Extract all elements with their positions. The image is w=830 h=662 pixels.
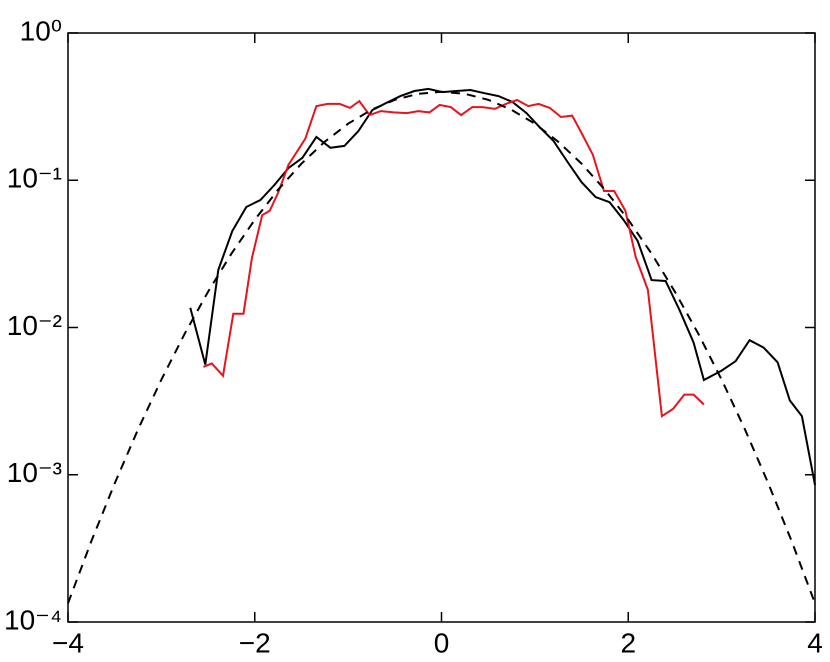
x-tick-label: −4	[52, 627, 84, 658]
y-tick-label: 10⁻³	[7, 457, 62, 488]
x-tick-label: 0	[434, 627, 450, 658]
series-line	[67, 90, 816, 604]
y-tick-label: 10⁻¹	[7, 163, 62, 194]
y-tick-label: 10⁻⁴	[4, 604, 62, 635]
series-line	[203, 98, 705, 418]
x-tick-label: 2	[620, 627, 636, 658]
plot-frame	[67, 32, 816, 623]
series-line	[189, 87, 816, 486]
x-tick-label: 4	[807, 627, 823, 658]
x-tick-label: −2	[239, 627, 271, 658]
y-tick-label: 10⁻²	[7, 310, 62, 341]
y-tick-label: 10⁰	[20, 15, 62, 46]
